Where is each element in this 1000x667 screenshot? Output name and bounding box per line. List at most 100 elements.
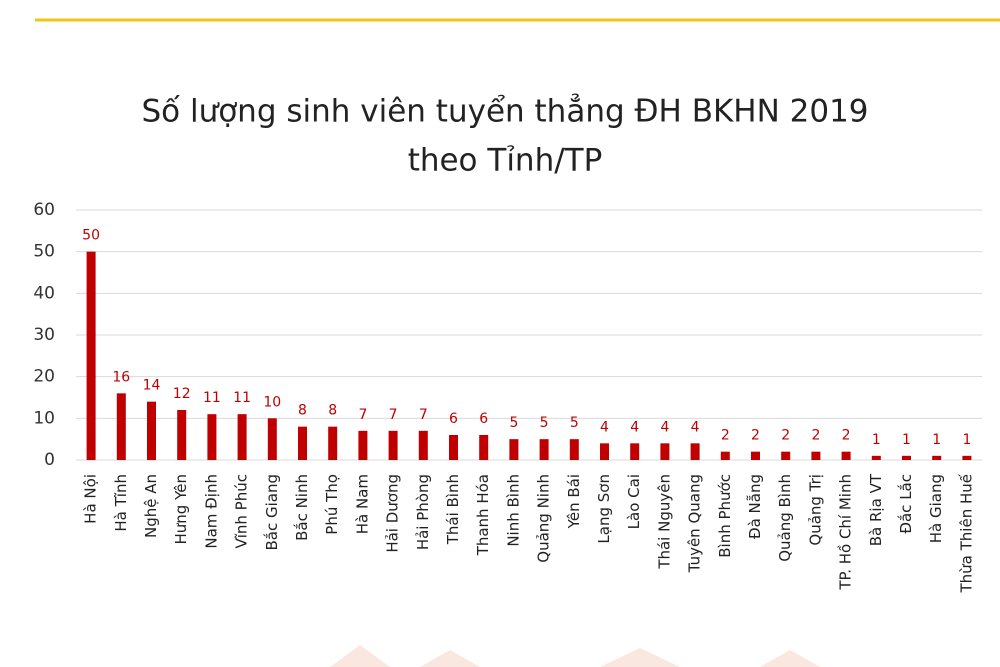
value-label: 12 xyxy=(173,386,191,402)
value-label: 7 xyxy=(419,407,428,423)
value-label: 11 xyxy=(203,390,221,406)
bar xyxy=(811,451,821,460)
bar xyxy=(690,443,700,460)
x-tick-label: Lạng Sơn xyxy=(595,474,613,544)
chart-title: Số lượng sinh viên tuyển thẳng ĐH BKHN 2… xyxy=(141,93,868,130)
x-tick-label: Hà Nội xyxy=(82,474,100,524)
bar xyxy=(86,251,96,460)
value-label: 5 xyxy=(540,415,549,431)
bar xyxy=(358,430,368,460)
bar xyxy=(177,410,187,460)
x-tick-label: Thanh Hóa xyxy=(474,474,492,556)
value-label: 50 xyxy=(82,228,100,244)
bar xyxy=(449,435,458,460)
value-label: 1 xyxy=(872,432,881,448)
value-label: 2 xyxy=(842,428,851,444)
x-tick-label: Quảng Trị xyxy=(806,474,824,546)
x-tick-label: Đà Nẵng xyxy=(746,474,764,539)
bar xyxy=(267,418,277,460)
bar xyxy=(147,401,156,460)
y-tick-label: 40 xyxy=(33,283,55,303)
x-tick-label: Phú Thọ xyxy=(323,474,341,535)
bar xyxy=(116,393,126,460)
value-label: 1 xyxy=(902,432,911,448)
value-label: 10 xyxy=(263,394,281,410)
x-tick-label: Tuyên Quang xyxy=(686,474,704,573)
value-label: 16 xyxy=(112,369,130,385)
bar xyxy=(720,451,730,460)
x-tick-label: TP. Hồ Chí Minh xyxy=(837,474,855,591)
value-label: 14 xyxy=(143,378,161,394)
x-tick-label: Lào Cai xyxy=(625,474,643,529)
bar xyxy=(569,439,579,460)
x-tick-label: Thừa Thiên Huế xyxy=(957,473,975,593)
bar xyxy=(479,435,489,460)
value-label: 8 xyxy=(298,403,307,419)
x-tick-label: Nam Định xyxy=(202,474,220,549)
bar xyxy=(751,451,760,460)
value-label: 4 xyxy=(660,419,669,435)
chart-title: theo Tỉnh/TP xyxy=(408,143,603,179)
value-label: 4 xyxy=(630,419,639,435)
value-label: 2 xyxy=(811,428,820,444)
background-decoration xyxy=(330,645,820,667)
x-tick-label: Đắc Lắc xyxy=(897,474,915,534)
x-tick-label: Vĩnh Phúc xyxy=(233,474,251,549)
bar xyxy=(871,455,881,460)
bar xyxy=(781,451,791,460)
value-label: 7 xyxy=(389,407,398,423)
x-tick-label: Hà Giang xyxy=(927,474,945,543)
value-label: 5 xyxy=(509,415,518,431)
bar xyxy=(298,426,307,460)
bar xyxy=(418,430,428,460)
x-tick-label: Quảng Ninh xyxy=(535,474,553,563)
x-tick-label: Quảng Bình xyxy=(776,474,794,562)
y-tick-label: 30 xyxy=(33,325,55,345)
y-tick-label: 20 xyxy=(33,367,55,387)
x-tick-label: Ninh Bình xyxy=(504,474,522,547)
bar xyxy=(962,455,972,460)
bar xyxy=(207,414,217,460)
value-label: 4 xyxy=(600,419,609,435)
bar xyxy=(902,455,911,460)
value-label: 6 xyxy=(479,411,488,427)
value-label: 2 xyxy=(751,428,760,444)
bar xyxy=(660,443,670,460)
value-label: 11 xyxy=(233,390,251,406)
x-tick-label: Thái Nguyên xyxy=(655,474,673,570)
x-tick-label: Hưng Yên xyxy=(172,474,190,545)
value-label: 2 xyxy=(781,428,790,444)
bar xyxy=(932,455,942,460)
value-label: 2 xyxy=(721,428,730,444)
value-label: 1 xyxy=(962,432,971,448)
y-tick-label: 60 xyxy=(33,200,55,220)
x-tick-label: Yên Bái xyxy=(565,474,583,529)
x-tick-label: Thái Bình xyxy=(444,474,462,545)
value-label: 4 xyxy=(691,419,700,435)
x-tick-label: Nghệ An xyxy=(142,474,160,538)
x-tick-label: Hải Phòng xyxy=(414,474,432,550)
x-tick-label: Hà Tĩnh xyxy=(112,474,130,532)
bar xyxy=(600,443,609,460)
bar xyxy=(539,439,549,460)
value-label: 5 xyxy=(570,415,579,431)
bar xyxy=(841,451,851,460)
x-tick-label: Bắc Giang xyxy=(263,474,281,551)
x-tick-label: Hà Nam xyxy=(353,474,371,534)
x-tick-label: Bà Rịa VT xyxy=(867,473,885,546)
bar xyxy=(328,426,338,460)
value-label: 7 xyxy=(358,407,367,423)
x-tick-label: Bình Phước xyxy=(716,474,734,558)
bar xyxy=(509,439,519,460)
value-label: 1 xyxy=(932,432,941,448)
value-label: 6 xyxy=(449,411,458,427)
value-label: 8 xyxy=(328,403,337,419)
y-tick-label: 10 xyxy=(33,408,55,428)
x-tick-label: Bắc Ninh xyxy=(293,474,311,541)
bar xyxy=(237,414,247,460)
x-tick-label: Hải Dương xyxy=(384,474,402,553)
bar xyxy=(388,430,398,460)
bar xyxy=(630,443,640,460)
y-tick-label: 0 xyxy=(44,450,55,470)
